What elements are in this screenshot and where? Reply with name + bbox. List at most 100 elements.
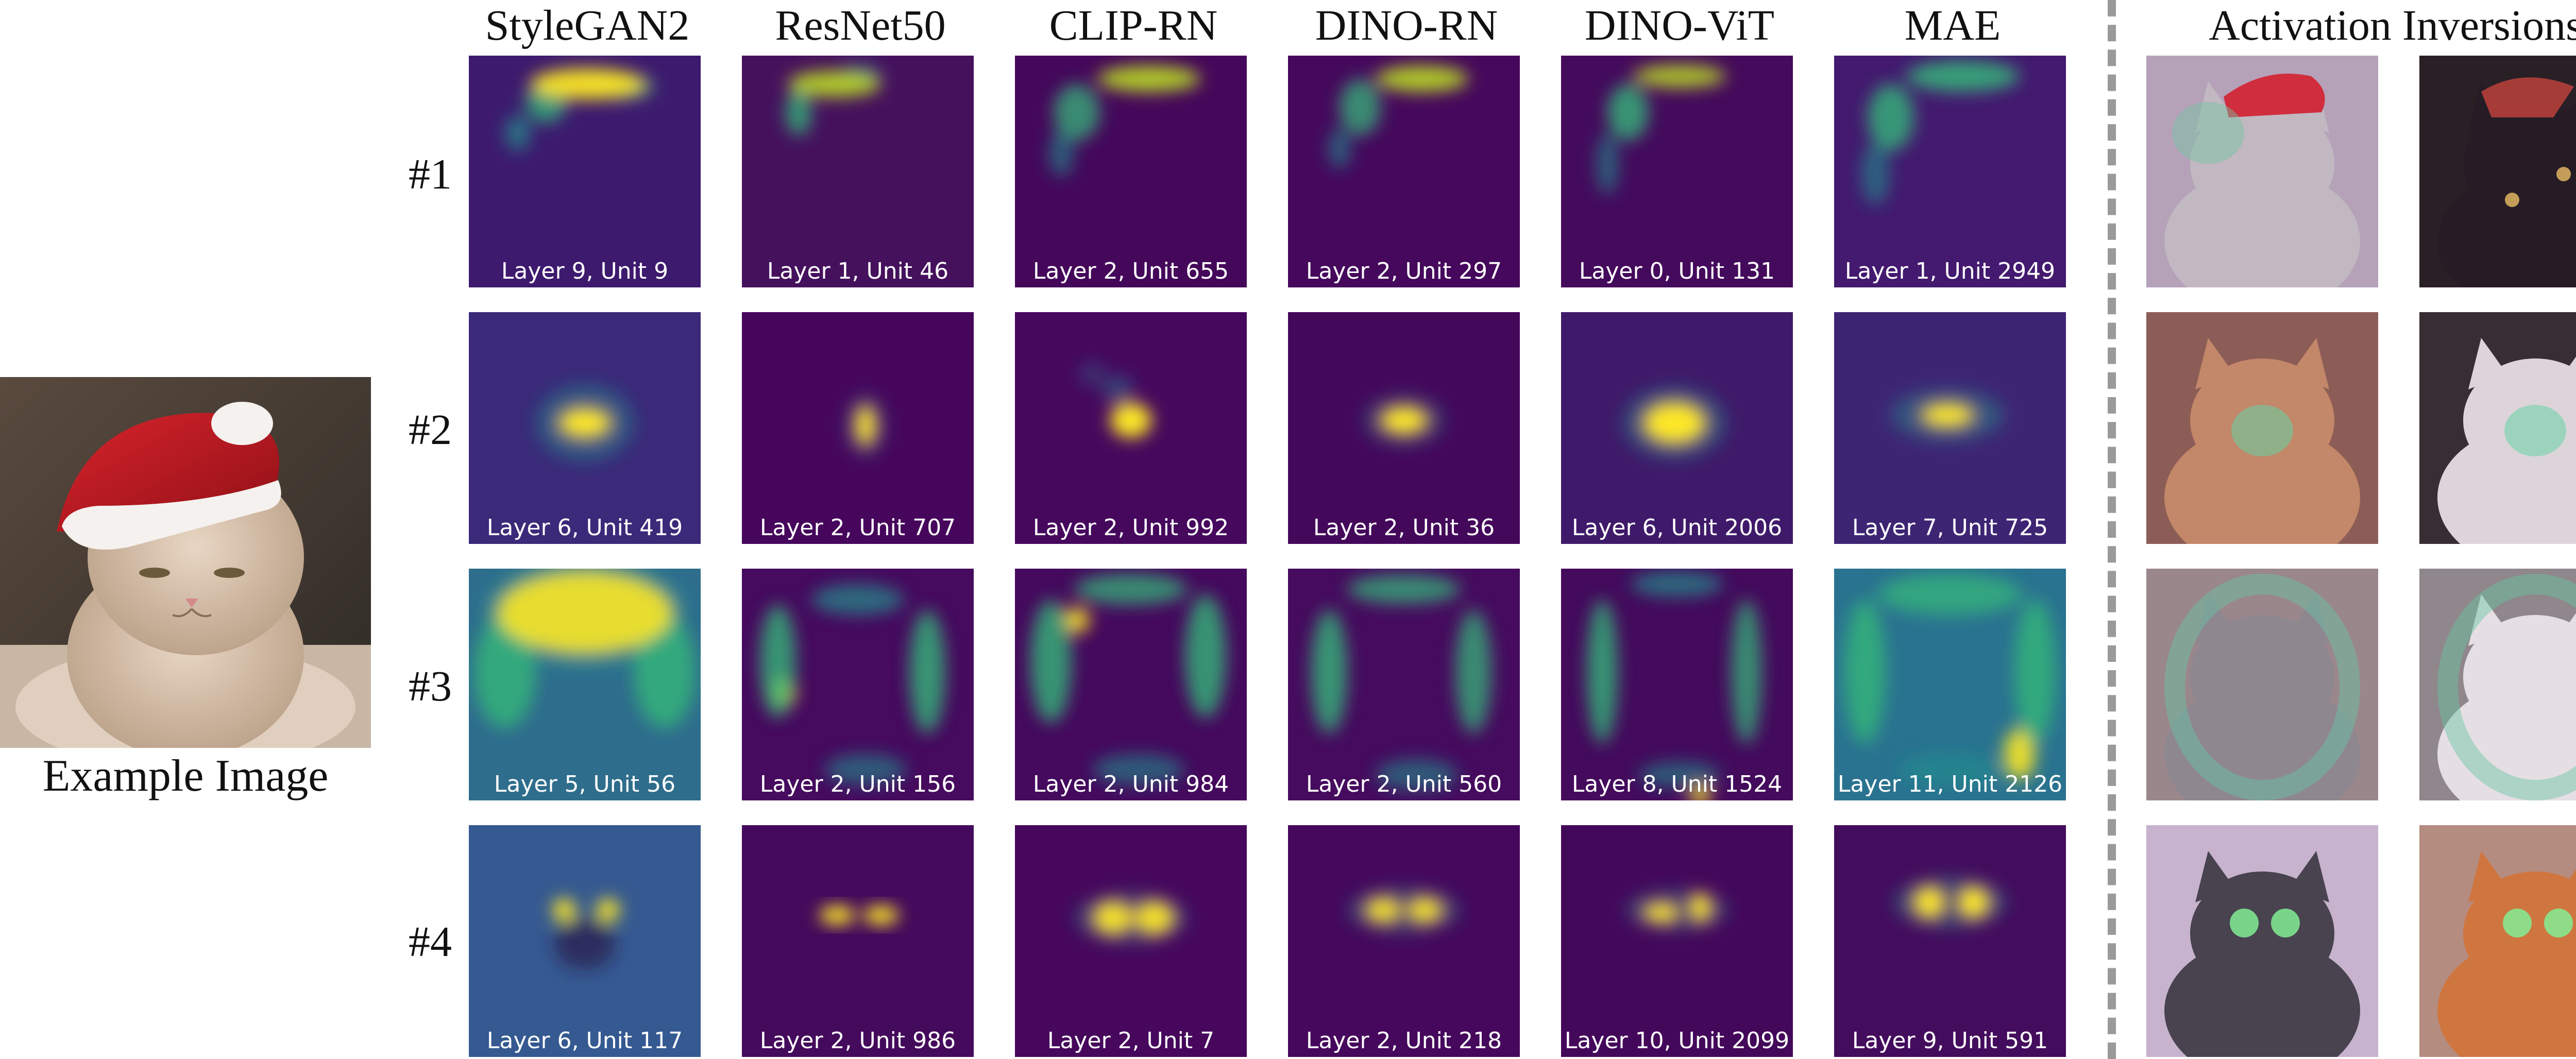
activation-blob bbox=[1922, 404, 1973, 426]
activation-blob bbox=[1376, 759, 1458, 790]
activation-blob bbox=[1347, 575, 1461, 604]
heatmap-graphic bbox=[1363, 395, 1445, 446]
layer-unit-label: Layer 2, Unit 655 bbox=[1032, 258, 1229, 284]
activation-map: Layer 11, Unit 2126 bbox=[1834, 569, 2066, 800]
activation-blob bbox=[786, 89, 811, 135]
heatmap-graphic bbox=[1861, 61, 2020, 205]
activation-blob bbox=[1328, 128, 1351, 169]
heatmap-graphic bbox=[553, 899, 619, 969]
activation-map: Layer 2, Unit 218 bbox=[1288, 825, 1520, 1057]
activation-blob bbox=[1381, 407, 1427, 434]
activation-inversion-image bbox=[2419, 312, 2576, 544]
heatmap-graphic bbox=[474, 569, 696, 728]
inversion-graphic bbox=[2146, 312, 2378, 544]
activation-map: Layer 6, Unit 117 bbox=[469, 825, 701, 1057]
layer-unit-label: Layer 9, Unit 591 bbox=[1852, 1028, 2048, 1054]
activation-blob bbox=[559, 408, 611, 437]
heatmap-graphic bbox=[845, 395, 886, 456]
heatmap-graphic bbox=[1587, 571, 1762, 800]
example-image bbox=[0, 377, 371, 768]
column-header-mae: MAE bbox=[1904, 2, 2001, 49]
activation-blob bbox=[1093, 901, 1132, 934]
activation-blob bbox=[1185, 594, 1226, 718]
activation-blob bbox=[1644, 903, 1679, 922]
heatmap-graphic bbox=[1891, 389, 2004, 441]
activation-blob bbox=[634, 615, 696, 728]
activation-blob bbox=[1638, 762, 1721, 788]
activation-blob bbox=[2004, 728, 2035, 780]
layer-unit-label: Layer 2, Unit 218 bbox=[1306, 1028, 1502, 1054]
layer-unit-label: Layer 2, Unit 36 bbox=[1313, 515, 1495, 541]
activation-map: Layer 2, Unit 655 bbox=[1015, 56, 1247, 287]
layer-unit-label: Layer 6, Unit 2006 bbox=[1571, 515, 1783, 541]
activation-blob bbox=[554, 918, 616, 969]
layer-unit-label: Layer 2, Unit 986 bbox=[759, 1028, 956, 1054]
activation-blob bbox=[505, 115, 531, 151]
inversion-graphic bbox=[2419, 56, 2576, 287]
activation-blob bbox=[1607, 84, 1649, 141]
heatmap-graphic bbox=[1893, 877, 2007, 928]
layer-unit-label: Layer 2, Unit 297 bbox=[1306, 258, 1502, 284]
layer-unit-label: Layer 2, Unit 992 bbox=[1032, 515, 1229, 541]
heatmap-graphic bbox=[1311, 575, 1492, 790]
layer-unit-label: Layer 1, Unit 2949 bbox=[1844, 258, 2056, 284]
example-caption: Example Image bbox=[42, 751, 329, 801]
inversion-graphic bbox=[2146, 569, 2378, 800]
activation-blob bbox=[1690, 893, 1710, 922]
activation-blob bbox=[597, 899, 619, 921]
activation-inversion-image bbox=[2419, 569, 2576, 800]
column-header-resnet50: ResNet50 bbox=[775, 2, 946, 49]
activation-blob bbox=[1914, 887, 1945, 918]
column-header-dino-vit: DINO-ViT bbox=[1584, 2, 1775, 49]
heatmap-graphic bbox=[505, 69, 654, 151]
activation-inversion-image bbox=[2146, 312, 2378, 544]
activation-map: Layer 0, Unit 131 bbox=[1561, 56, 1793, 287]
activation-blob bbox=[1861, 143, 1890, 205]
activation-map: Layer 9, Unit 591 bbox=[1834, 825, 2066, 1057]
activation-blob bbox=[1899, 754, 2002, 785]
heatmap-graphic bbox=[1328, 66, 1468, 169]
activation-map: Layer 2, Unit 297 bbox=[1288, 56, 1520, 287]
layer-unit-label: Layer 8, Unit 1524 bbox=[1571, 771, 1783, 797]
inversion-graphic bbox=[2146, 825, 2378, 1057]
activation-inversion-image bbox=[2146, 569, 2378, 800]
column-header-activation-inversions: Activation Inversions bbox=[2209, 2, 2576, 49]
layer-unit-label: Layer 2, Unit 7 bbox=[1047, 1028, 1215, 1054]
activation-map: Layer 5, Unit 56 bbox=[469, 569, 701, 800]
activation-blob bbox=[1048, 130, 1074, 177]
activation-blob bbox=[553, 899, 575, 921]
activation-blob bbox=[1958, 887, 1989, 918]
activation-blob bbox=[760, 605, 796, 718]
activation-inversion-image bbox=[2419, 56, 2576, 287]
activation-blob bbox=[1407, 898, 1442, 923]
activation-inversion-image bbox=[2419, 825, 2576, 1057]
activation-map: Layer 10, Unit 2099 bbox=[1561, 825, 1793, 1057]
heatmap-graphic bbox=[1074, 892, 1188, 944]
inversion-graphic bbox=[2419, 825, 2576, 1057]
activation-blob bbox=[820, 906, 855, 925]
column-header-clip-rn: CLIP-RN bbox=[1049, 2, 1218, 49]
activation-map: Layer 2, Unit 7 bbox=[1015, 825, 1247, 1057]
activation-blob bbox=[1097, 66, 1200, 92]
activation-blob bbox=[1893, 877, 2007, 928]
layer-unit-label: Layer 9, Unit 9 bbox=[501, 258, 669, 284]
heatmap-graphic bbox=[786, 64, 881, 135]
activation-blob bbox=[1376, 66, 1468, 92]
activation-blob bbox=[824, 754, 907, 785]
activation-blob bbox=[1878, 574, 2022, 615]
activation-blob bbox=[788, 71, 881, 97]
layer-unit-label: Layer 2, Unit 984 bbox=[1032, 771, 1229, 797]
activation-inversion-image bbox=[2146, 56, 2378, 287]
heatmap-graphic bbox=[820, 906, 899, 925]
heatmap-graphic bbox=[1844, 574, 2056, 785]
inversion-graphic bbox=[2419, 569, 2576, 800]
activation-map: Layer 2, Unit 986 bbox=[742, 825, 974, 1057]
layer-unit-label: Layer 6, Unit 117 bbox=[486, 1028, 683, 1054]
activation-blob bbox=[1643, 402, 1705, 443]
activation-inversion-image bbox=[2146, 825, 2378, 1057]
activation-map: Layer 2, Unit 156 bbox=[742, 569, 974, 800]
row-label-4: #4 bbox=[409, 918, 452, 966]
column-header-stylegan2: StyleGAN2 bbox=[485, 2, 690, 49]
layer-unit-label: Layer 7, Unit 725 bbox=[1852, 515, 2048, 541]
activation-map: Layer 2, Unit 36 bbox=[1288, 312, 1520, 544]
